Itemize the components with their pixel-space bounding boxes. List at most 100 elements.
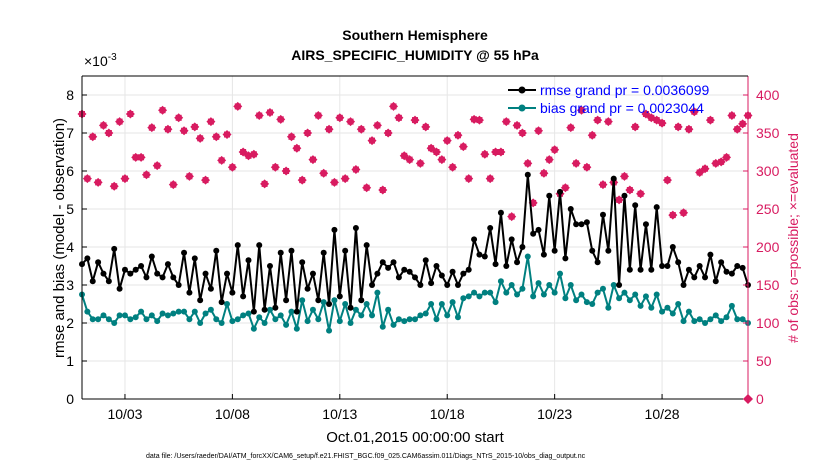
- bias-point: [395, 316, 402, 323]
- y2-tick-label: 200: [756, 239, 780, 255]
- rmse-point: [739, 264, 746, 271]
- obs-point-core: [358, 126, 365, 133]
- obs-point-core: [111, 183, 118, 190]
- bias-point: [642, 293, 649, 300]
- rmse-point: [121, 266, 128, 273]
- bias-point: [487, 289, 494, 296]
- rmse-point: [632, 202, 639, 209]
- y2-tick-label: 100: [756, 315, 780, 331]
- obs-point-core: [293, 145, 300, 152]
- obs-point-core: [331, 179, 338, 186]
- rmse-point: [433, 263, 440, 269]
- obs-point-core: [84, 175, 91, 182]
- x-tick-label: 10/23: [537, 406, 572, 422]
- rmse-point: [508, 236, 515, 243]
- obs-point-core: [395, 114, 402, 121]
- bias-point: [277, 312, 284, 319]
- bias-point: [610, 282, 617, 288]
- bias-point: [89, 316, 96, 323]
- rmse-point: [159, 274, 166, 281]
- rmse-point: [170, 274, 177, 281]
- bias-point: [197, 320, 204, 326]
- rmse-point: [417, 282, 424, 288]
- obs-point-core: [234, 103, 241, 110]
- obs-point-core: [476, 117, 483, 124]
- bias-point: [551, 289, 558, 296]
- rmse-point: [476, 251, 483, 258]
- y2-tick-label: 350: [756, 125, 780, 141]
- obs-point-core: [218, 157, 225, 164]
- footnote: data file: /Users/raeder/DAI/ATM_forcXX/…: [146, 453, 586, 460]
- rmse-point: [283, 297, 290, 304]
- bias-point: [256, 314, 263, 321]
- obs-point-core: [229, 164, 236, 171]
- rmse-point: [143, 274, 150, 281]
- bias-point: [734, 316, 741, 323]
- y2-tick-label: 0: [756, 391, 764, 407]
- obs-point-core: [181, 127, 188, 134]
- bias-point: [390, 321, 397, 328]
- obs-point-core: [723, 154, 730, 161]
- bias-point: [481, 289, 488, 296]
- bias-point: [213, 316, 220, 323]
- obs-point-core: [138, 154, 145, 161]
- obs-point-core: [374, 122, 381, 129]
- bias-point: [154, 318, 161, 325]
- obs-point-core: [412, 117, 418, 124]
- bias-point: [304, 318, 311, 325]
- rmse-point: [412, 274, 418, 281]
- rmse-point: [358, 297, 365, 304]
- bias-point: [653, 291, 660, 298]
- rmse-point: [374, 270, 381, 277]
- obs-point-core: [648, 114, 655, 121]
- bias-point: [454, 314, 461, 321]
- bias-point: [385, 306, 392, 313]
- obs-point-core: [728, 112, 735, 119]
- obs-point-core: [277, 116, 284, 123]
- bias-point: [471, 289, 478, 296]
- y2-axis-ticks: 0 50 100 150 200 250 300 350 400: [743, 87, 780, 407]
- obs-point-core: [390, 103, 397, 110]
- obs-point-core: [191, 123, 198, 130]
- obs-point-core: [266, 109, 273, 116]
- obs-point-core: [352, 166, 359, 173]
- obs-point-core: [621, 173, 628, 180]
- rmse-point: [621, 192, 628, 199]
- bias-point: [514, 291, 521, 298]
- rmse-point: [89, 278, 96, 285]
- rmse-point: [599, 211, 606, 218]
- y2-tick-label: 150: [756, 277, 780, 293]
- obs-point-core: [578, 107, 585, 114]
- rmse-point: [626, 266, 633, 273]
- rmse-point: [664, 263, 671, 269]
- bias-point: [723, 314, 730, 321]
- rmse-point: [685, 266, 692, 273]
- bias-point: [594, 289, 601, 296]
- rmse-point: [132, 266, 139, 273]
- rmse-point: [557, 188, 564, 195]
- bias-point: [336, 318, 343, 325]
- bias-point: [567, 282, 574, 288]
- rmse-point: [497, 209, 504, 216]
- bias-point: [530, 293, 537, 300]
- obs-point-core: [454, 132, 461, 139]
- bias-point: [605, 304, 612, 311]
- bias-point: [347, 320, 354, 326]
- obs-point-core: [240, 149, 247, 155]
- bias-point: [685, 308, 692, 315]
- bias-point: [132, 314, 139, 321]
- bias-point: [707, 316, 714, 323]
- bias-point: [111, 320, 118, 326]
- bias-point: [492, 299, 499, 306]
- bias-point: [465, 293, 472, 300]
- bias-point: [261, 320, 268, 326]
- obs-point-core: [433, 149, 440, 155]
- rmse-point: [84, 255, 91, 262]
- rmse-point: [164, 261, 171, 268]
- obs-point-core: [315, 112, 322, 119]
- y-tick-label: 8: [66, 87, 74, 103]
- bias-point: [444, 312, 451, 319]
- obs-point-core: [444, 137, 451, 144]
- rmse-point: [277, 249, 284, 256]
- obs-point-core: [154, 162, 161, 169]
